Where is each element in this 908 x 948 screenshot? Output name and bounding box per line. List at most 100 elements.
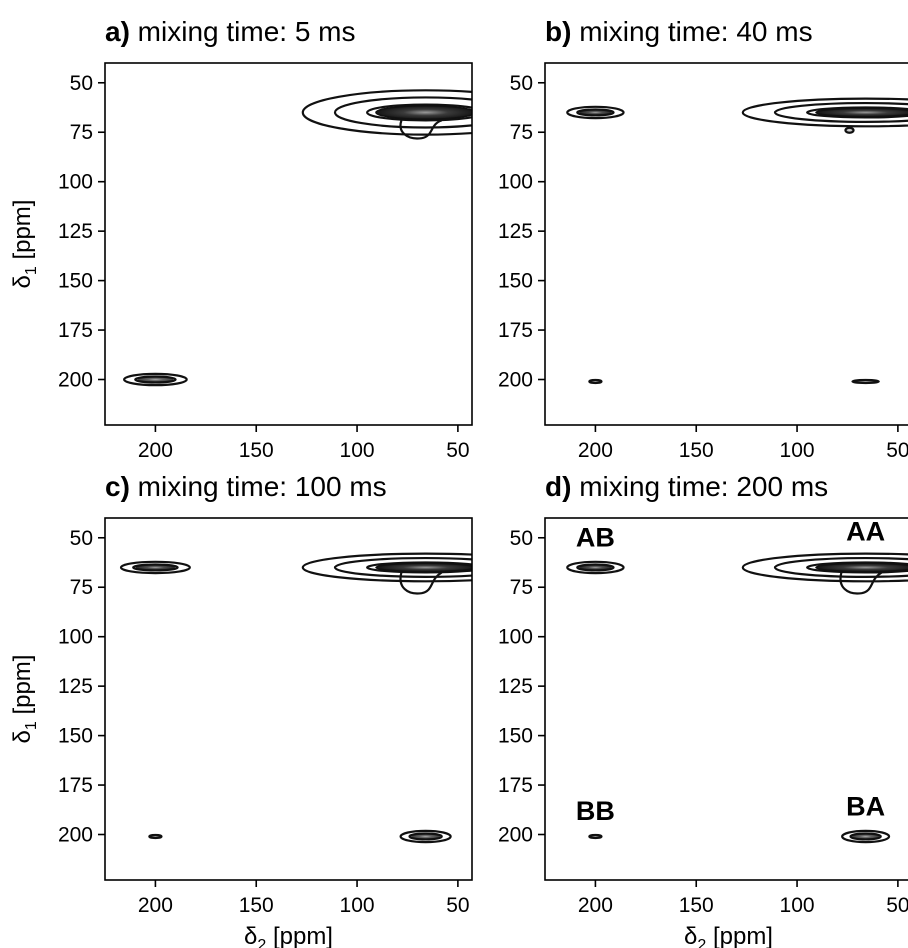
peak-0: [123, 372, 188, 387]
y-tick-label: 200: [498, 824, 533, 847]
y-tick-label: 150: [58, 725, 93, 748]
peak-aa: [741, 552, 908, 595]
peak-label: BA: [846, 792, 885, 822]
peak-3: [399, 829, 452, 844]
panel-title: b) mixing time: 40 ms: [545, 16, 813, 47]
panel-c: c) mixing time: 100 ms 200 150 100 50 50 75 100…: [9, 471, 473, 948]
contour-line: [841, 829, 891, 844]
plot-frame: [104, 517, 473, 881]
peaks-layer: [566, 552, 908, 844]
peak-0: [566, 105, 625, 120]
x-tick-label: 150: [679, 439, 714, 462]
contour-tail: [399, 119, 443, 140]
y-tick-label: 200: [498, 369, 533, 392]
contour-line: [123, 372, 188, 387]
contour-core: [852, 833, 880, 840]
contour-core: [579, 564, 612, 571]
y-tick-label: 175: [498, 319, 533, 342]
y-tick-label: 75: [510, 121, 533, 144]
y-tick-label: 200: [58, 369, 93, 392]
peak-1: [301, 89, 472, 140]
x-tick-label: 200: [138, 439, 173, 462]
panel-letter: b): [545, 16, 571, 47]
peak-label: BB: [576, 796, 615, 826]
peak-3: [588, 378, 603, 385]
panel-title-text: mixing time: 200 ms: [571, 471, 828, 502]
x-tick-label: 200: [578, 894, 613, 917]
panel-letter: c): [105, 471, 130, 502]
peak-2: [148, 833, 163, 840]
panel-title-text: mixing time: 5 ms: [130, 16, 356, 47]
y-tick-label: 150: [58, 270, 93, 293]
peaks-layer: [123, 89, 472, 387]
x-tick-label: 100: [780, 439, 815, 462]
contour-line: [301, 89, 472, 136]
contour-line: [301, 552, 472, 583]
contour-core: [375, 104, 472, 120]
peak-4: [851, 378, 880, 385]
plot-frame: [544, 62, 908, 426]
contour-line: [566, 560, 625, 575]
x-tick-label: 100: [340, 439, 375, 462]
peak-ba: [841, 829, 891, 844]
y-tick-label: 175: [58, 319, 93, 342]
plot-frame: [544, 517, 908, 881]
y-tick-label: 50: [510, 72, 533, 95]
x-tick-label: 100: [340, 894, 375, 917]
contour-line: [333, 556, 472, 578]
contour-line: [333, 96, 472, 129]
y-tick-label: 50: [70, 72, 93, 95]
contour-line: [119, 560, 191, 575]
y-axis-label: δ1 [ppm]: [9, 655, 40, 744]
contour-line: [741, 552, 908, 583]
y-tick-label: 125: [58, 220, 93, 243]
contour-core: [411, 833, 441, 840]
contour-core: [815, 107, 908, 118]
contour-line: [566, 105, 625, 120]
y-tick-label: 100: [58, 626, 93, 649]
peak-bb: [588, 833, 603, 840]
x-axis-label: δ2 [ppm]: [684, 923, 773, 948]
x-tick-label: 50: [886, 439, 908, 462]
contour-line: [366, 103, 472, 122]
x-tick-label: 50: [446, 894, 469, 917]
y-tick-label: 75: [510, 576, 533, 599]
peak-label: AA: [846, 517, 885, 547]
y-tick-label: 150: [498, 725, 533, 748]
peak-1: [741, 97, 908, 128]
y-tick-label: 100: [498, 171, 533, 194]
y-axis-label: δ1 [ppm]: [9, 200, 40, 289]
x-tick-label: 50: [446, 439, 469, 462]
panel-title: a) mixing time: 5 ms: [105, 16, 356, 47]
y-tick-label: 100: [498, 626, 533, 649]
panel-title: c) mixing time: 100 ms: [105, 471, 387, 502]
contour-line: [399, 829, 452, 844]
x-tick-label: 150: [239, 439, 274, 462]
contour-tail: [839, 571, 883, 595]
x-tick-label: 150: [679, 894, 714, 917]
y-tick-label: 75: [70, 576, 93, 599]
panel-d: d) mixing time: 200 ms AB AA BB BA 200 150 100 5…: [498, 471, 908, 948]
contour-tail: [399, 571, 443, 595]
x-tick-label: 200: [578, 439, 613, 462]
x-axis-label: δ2 [ppm]: [244, 923, 333, 948]
peak-0: [119, 560, 191, 575]
y-tick-label: 175: [498, 774, 533, 797]
y-tick-label: 50: [510, 527, 533, 550]
peak-label: AB: [576, 523, 615, 553]
contour-core: [149, 834, 162, 839]
contour-line: [741, 97, 908, 128]
contour-core: [853, 379, 878, 384]
peaks-layer: [566, 97, 908, 385]
y-tick-label: 150: [498, 270, 533, 293]
peak-1: [301, 552, 472, 595]
contour-core: [135, 564, 176, 571]
y-tick-label: 125: [58, 675, 93, 698]
peaks-layer: [119, 552, 472, 844]
contour-core: [845, 127, 854, 134]
y-tick-label: 200: [58, 824, 93, 847]
panel-letter: d): [545, 471, 571, 502]
peak-2: [844, 126, 855, 134]
contour-core: [375, 562, 472, 573]
